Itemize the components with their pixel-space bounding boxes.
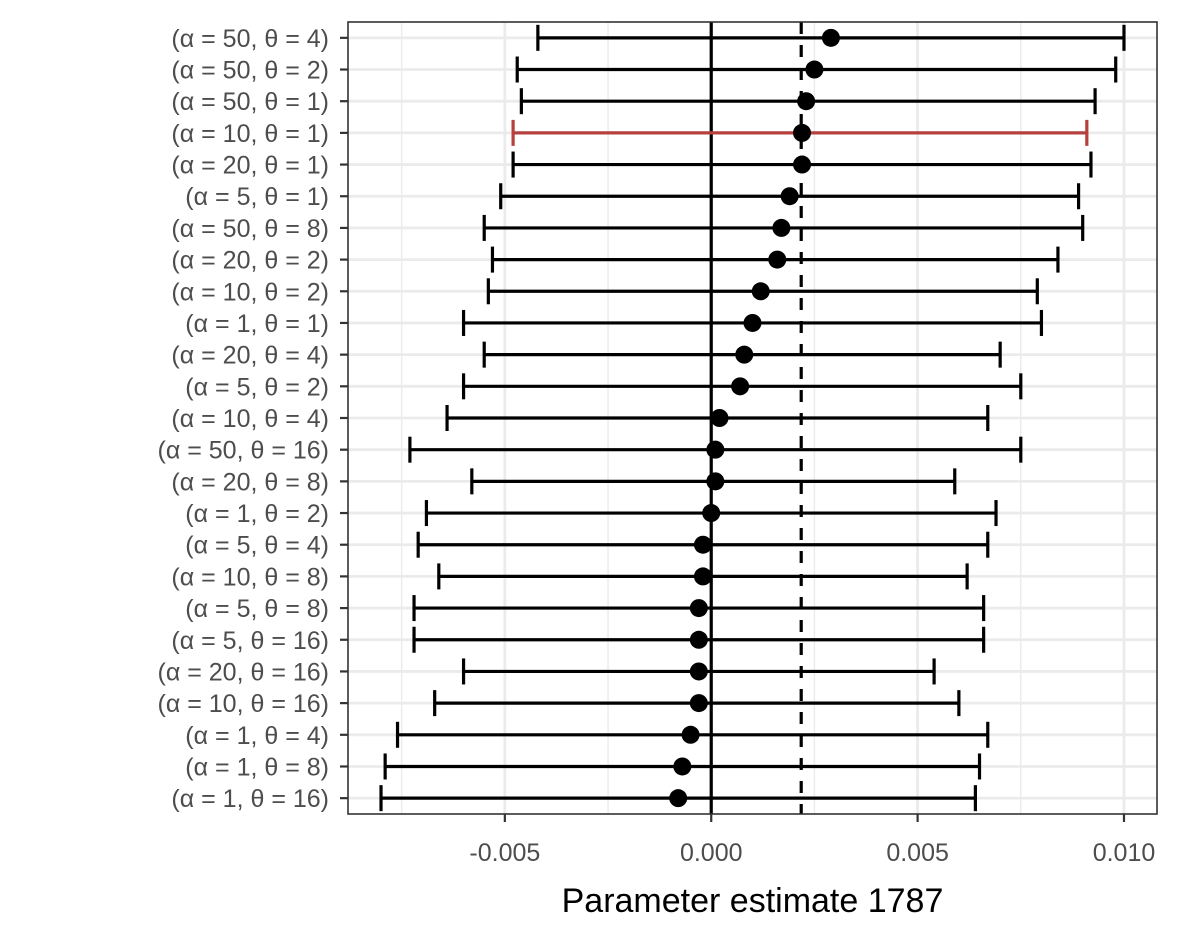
x-tick-label: 0.000	[680, 839, 743, 867]
y-tick-label: (α = 5, θ = 1)	[185, 183, 329, 211]
y-tick-label: (α = 50, θ = 8)	[171, 215, 329, 243]
y-tick-label: (α = 1, θ = 16)	[171, 785, 329, 813]
y-tick-label: (α = 10, θ = 8)	[171, 563, 329, 591]
estimate-point	[706, 440, 725, 459]
y-tick-label: (α = 20, θ = 1)	[171, 152, 329, 180]
estimate-point	[772, 218, 791, 237]
y-tick-label: (α = 1, θ = 8)	[185, 753, 329, 781]
estimate-point	[673, 757, 692, 776]
estimate-point	[693, 567, 712, 586]
y-tick-label: (α = 1, θ = 1)	[185, 310, 329, 338]
x-tick-label: 0.005	[886, 839, 949, 867]
estimate-point	[689, 599, 708, 618]
estimate-point	[710, 409, 729, 427]
x-axis: -0.005 0.000 0.005 0.010	[469, 814, 1155, 867]
x-axis-title: Parameter estimate 1787	[562, 882, 944, 920]
y-tick-label: (α = 10, θ = 4)	[171, 405, 329, 433]
estimate-point	[706, 472, 725, 491]
y-tick-label: (α = 10, θ = 1)	[171, 120, 329, 148]
y-tick-label: (α = 20, θ = 16)	[158, 658, 330, 686]
estimate-point	[693, 535, 712, 554]
y-tick-label: (α = 10, θ = 16)	[158, 690, 330, 718]
y-tick-label: (α = 20, θ = 8)	[171, 468, 329, 496]
y-tick-label: (α = 5, θ = 8)	[185, 595, 329, 623]
y-tick-label: (α = 50, θ = 4)	[171, 25, 329, 53]
estimate-point	[735, 345, 754, 364]
y-tick-label: (α = 50, θ = 1)	[171, 88, 329, 116]
estimate-point	[780, 187, 799, 206]
estimate-point	[669, 789, 688, 808]
y-axis: (α = 50, θ = 4) (α = 50, θ = 2) (α = 50, θ…	[158, 25, 348, 813]
estimate-point	[731, 377, 750, 396]
estimate-point	[797, 92, 816, 111]
x-tick-label: 0.010	[1093, 839, 1156, 867]
estimate-point	[689, 630, 708, 649]
estimate-point	[681, 725, 700, 744]
y-tick-label: (α = 1, θ = 2)	[185, 500, 329, 528]
x-tick-label: -0.005	[469, 839, 540, 867]
y-tick-label: (α = 50, θ = 2)	[171, 57, 329, 85]
estimate-point	[793, 155, 812, 174]
y-tick-label: (α = 20, θ = 2)	[171, 247, 329, 275]
y-tick-label: (α = 5, θ = 2)	[185, 373, 329, 401]
estimate-point	[768, 250, 787, 269]
estimate-point	[805, 60, 824, 79]
estimate-point	[793, 123, 812, 142]
estimate-point	[702, 504, 721, 523]
y-tick-label: (α = 10, θ = 2)	[171, 278, 329, 306]
estimate-point	[821, 28, 840, 47]
estimate-point	[743, 313, 762, 332]
y-tick-label: (α = 20, θ = 4)	[171, 342, 329, 370]
estimate-point	[751, 282, 770, 301]
estimate-point	[689, 662, 708, 681]
estimate-point	[689, 694, 708, 713]
y-tick-label: (α = 50, θ = 16)	[158, 437, 330, 465]
y-tick-label: (α = 5, θ = 16)	[171, 627, 329, 655]
y-tick-label: (α = 5, θ = 4)	[185, 532, 329, 560]
interval-marks	[379, 24, 1126, 812]
y-tick-label: (α = 1, θ = 4)	[185, 722, 329, 750]
